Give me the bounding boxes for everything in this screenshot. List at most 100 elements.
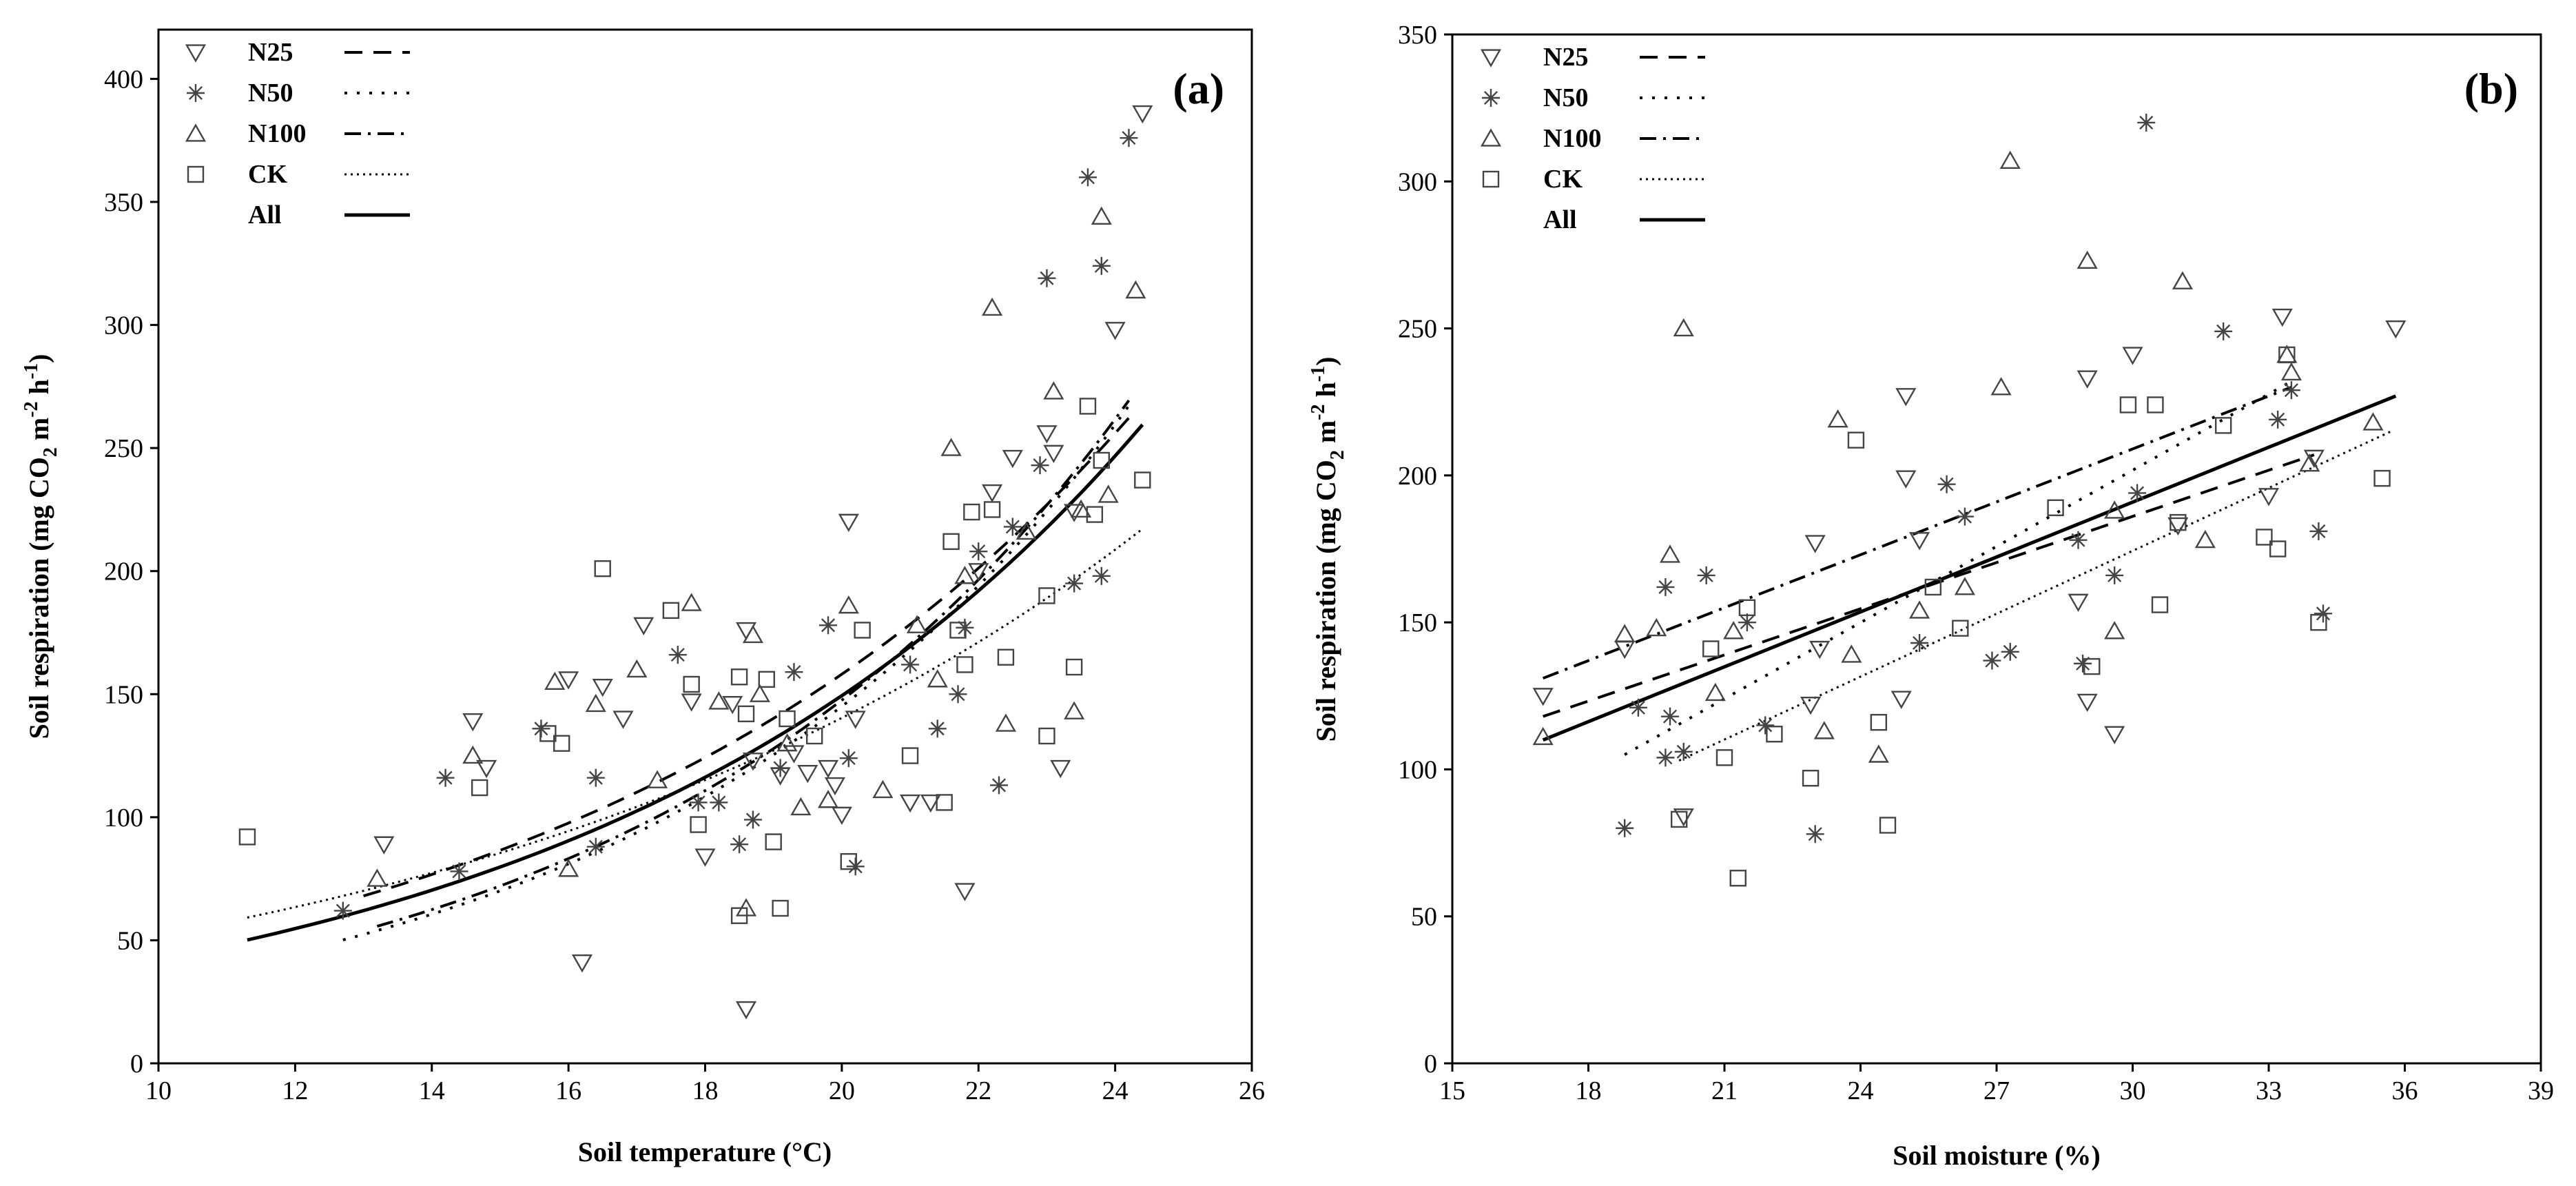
panel-b-point-n100 <box>1723 621 1744 640</box>
panel-b-x-axis-title: Soil moisture (%) <box>1893 1140 2100 1171</box>
panel-b-x-tick-label: 21 <box>1711 1076 1738 1105</box>
panel-a-label: (a) <box>1173 64 1224 113</box>
panel-b-point-n50 <box>1616 819 1634 837</box>
panel-b-point-n100 <box>2194 529 2216 549</box>
panel-a-y-title-main: Soil respiration (mg CO <box>23 457 54 739</box>
panel-a-point-n50 <box>450 862 468 881</box>
panel-a-point-n50 <box>1078 168 1097 187</box>
panel-b-x-tick-label: 36 <box>2392 1076 2418 1105</box>
panel-b-point-n50 <box>2001 642 2019 661</box>
panel-b-legend-label-all: All <box>1543 205 1577 234</box>
panel-b-point-ck <box>2170 513 2187 531</box>
panel-a-point-n25 <box>592 678 613 697</box>
panel-a-point-n100 <box>906 615 928 633</box>
panel-b-point-n25 <box>2068 593 2089 613</box>
panel-b-point-n100 <box>2104 621 2125 640</box>
panel-a-point-n25 <box>1132 105 1153 124</box>
panel-a-point-n25 <box>1002 449 1023 469</box>
panel-a-point-n50 <box>839 749 858 768</box>
panel-b-y-tick-label: 150 <box>1398 609 1437 637</box>
panel-b-point-ck <box>2083 657 2101 675</box>
panel-b-points <box>1532 113 2407 887</box>
panel-a-point-ck <box>1093 451 1110 469</box>
panel-a-y-tick-label: 200 <box>104 558 143 586</box>
panel-b-point-n50 <box>1910 634 1929 653</box>
panel-b-point-n50 <box>1656 748 1675 767</box>
panel-a-point-n100 <box>626 659 648 678</box>
panel-a-point-n50 <box>710 793 728 812</box>
panel-a-point-n100 <box>982 297 1003 316</box>
panel-b-y-title-mid2: h <box>1310 382 1341 404</box>
panel-a-point-n25 <box>722 695 743 715</box>
panel-b-point-n50 <box>1806 825 1824 844</box>
panel-a-y-title-mid: m <box>23 418 54 447</box>
panel-a-point-n50 <box>743 810 762 829</box>
panel-b-fit-all <box>1542 394 2397 742</box>
panel-a-legend-label-n50: N50 <box>248 79 293 108</box>
panel-a-point-ck <box>1038 727 1055 745</box>
panel-a-point-n100 <box>1070 499 1092 518</box>
panel-a-point-n25 <box>920 794 941 813</box>
panel-a-legend-marker-ck <box>187 165 205 183</box>
panel-b-point-n25 <box>2258 488 2280 507</box>
panel-a-point-n100 <box>954 566 976 584</box>
panel-a-y-tick-label: 350 <box>104 188 143 217</box>
panel-a-ticks: 10 12 14 16 18 20 22 24 26 0 50 100 150 200 250 300 350 4… <box>104 65 1265 1105</box>
panel-a-point-n50 <box>730 835 749 854</box>
panel-a-point-n100 <box>647 770 668 788</box>
panel-b-point-n100 <box>1827 409 1848 428</box>
panel-a-point-ck <box>901 747 919 764</box>
panel-a-y-tick-label: 100 <box>104 804 143 832</box>
panel-a-point-n50 <box>436 768 455 787</box>
panel-b-frame <box>1451 33 2542 1065</box>
panel-a-point-n50 <box>771 759 790 777</box>
panel-a-point-n25 <box>954 883 976 901</box>
panel-b-ticks: 15 18 21 24 27 30 33 36 39 0 50 100 150 200 250 300 350 <box>1398 21 2554 1105</box>
panel-a-point-n50 <box>949 685 967 704</box>
panel-a-x-axis-title: Soil temperature (°C) <box>578 1136 832 1167</box>
panel-b-point-n50 <box>1629 698 1647 717</box>
panel-b-point-n100 <box>2299 453 2320 472</box>
panel-b-y-tick-label: 300 <box>1398 167 1437 196</box>
panel-a-point-n50 <box>586 837 605 856</box>
panel-b-point-n25 <box>2167 517 2189 536</box>
panel-a-x-tick-label: 12 <box>282 1076 308 1105</box>
panel-b-legend-marker-ck <box>1482 170 1500 188</box>
panel-a-y-title-sup2: -1 <box>21 363 42 379</box>
panel-b-point-ck <box>2147 396 2164 413</box>
panel-b-point-ck <box>1715 749 1733 766</box>
panel-b-point-ck <box>1879 817 1897 834</box>
panel-b-point-n50 <box>2314 604 2332 623</box>
panel-b-point-n25 <box>1909 532 1930 551</box>
panel-a-point-ck <box>471 779 488 797</box>
panel-a-point-n100 <box>1125 280 1146 299</box>
panel-a-point-n25 <box>462 713 484 732</box>
panel-b-legend-marker-n25 <box>1480 49 1502 68</box>
panel-a-point-n25 <box>558 671 579 690</box>
panel-b-point-n50 <box>2074 654 2092 673</box>
panel-b-point-n25 <box>2271 308 2293 327</box>
panel-b-y-title-sub: 2 <box>1327 450 1348 460</box>
panel-b-point-n100 <box>1813 721 1835 739</box>
panel-a-legend-marker-n25 <box>185 44 207 63</box>
panel-b-x-tick-label: 27 <box>1983 1076 2010 1105</box>
panel-a-point-n100 <box>544 671 566 691</box>
panel-b-point-ck <box>2373 469 2391 487</box>
panel-b-point-n100 <box>1532 726 1554 746</box>
panel-b-x-tick-label: 24 <box>1848 1076 1874 1105</box>
panel-b-point-n100 <box>1868 744 1889 763</box>
panel-b-point-n25 <box>1895 388 1917 407</box>
panel-a-point-n50 <box>901 655 920 674</box>
panel-b-point-ck <box>2214 417 2232 434</box>
panel-a-point-ck <box>840 852 857 870</box>
panel-a-point-ck <box>983 501 1001 518</box>
panel-a-point-ck <box>1038 587 1055 604</box>
panel-a-legend-marker-n100 <box>185 123 207 142</box>
panel-b-point-ck <box>2278 346 2296 364</box>
panel-a-point-n100 <box>749 684 770 702</box>
panel-b-x-tick-label: 39 <box>2528 1076 2554 1105</box>
panel-b-point-n25 <box>1890 691 1912 709</box>
panel-b-legend-label-ck: CK <box>1543 165 1583 194</box>
panel-a-point-n50 <box>1038 269 1056 287</box>
panel-b-y-title-sup2: -1 <box>1308 366 1329 382</box>
